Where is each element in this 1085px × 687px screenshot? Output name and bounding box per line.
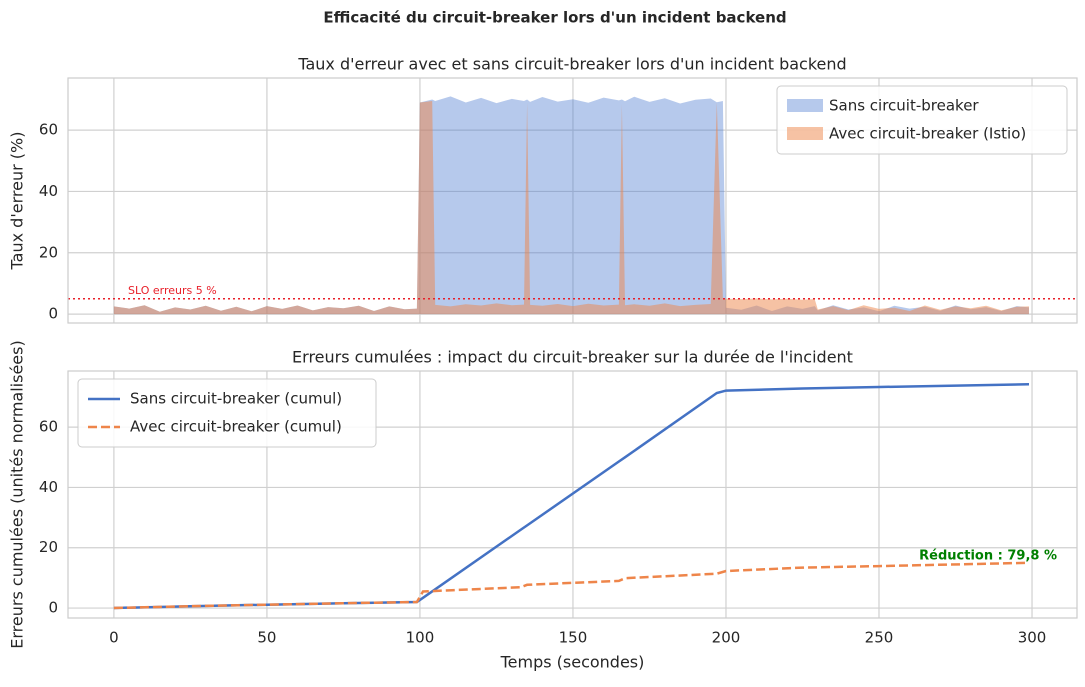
slo-label: SLO erreurs 5 % bbox=[128, 284, 217, 297]
legend: Sans circuit-breaker Avec circuit-breaker… bbox=[776, 85, 1068, 155]
x-tick-label: 100 bbox=[406, 629, 435, 647]
legend-label: Sans circuit-breaker (cumul) bbox=[130, 390, 342, 408]
panel-title: Erreurs cumulées : impact du circuit-bre… bbox=[292, 348, 853, 367]
x-axis-label: Temps (secondes) bbox=[500, 653, 645, 672]
plot-frame bbox=[67, 77, 1078, 324]
y-tick-label: 40 bbox=[39, 182, 58, 200]
y-axis-label: Erreurs cumulées (unités normalisées) bbox=[8, 340, 27, 648]
y-tick-label: 0 bbox=[48, 305, 58, 323]
x-tick-label: 200 bbox=[712, 629, 741, 647]
x-tick-label: 300 bbox=[1018, 629, 1047, 647]
legend: Sans circuit-breaker (cumul) Avec circuit… bbox=[77, 378, 377, 448]
y-tick-label: 20 bbox=[39, 243, 58, 261]
y-tick-label: 40 bbox=[39, 478, 58, 496]
figure-title: Efficacité du circuit-breaker lors d'un … bbox=[323, 9, 786, 27]
legend-swatch bbox=[787, 127, 823, 140]
y-tick-label: 60 bbox=[39, 121, 58, 139]
legend-label: Avec circuit-breaker (cumul) bbox=[130, 418, 342, 436]
y-tick-label: 20 bbox=[39, 538, 58, 556]
line bbox=[113, 561, 1030, 610]
legend-swatch bbox=[787, 99, 823, 112]
line bbox=[113, 383, 1030, 610]
legend-box bbox=[77, 378, 377, 448]
x-tick-label: 50 bbox=[257, 629, 276, 647]
x-tick-label: 0 bbox=[109, 629, 119, 647]
panel-title: Taux d'erreur avec et sans circuit-break… bbox=[297, 55, 846, 74]
legend-label: Sans circuit-breaker bbox=[829, 97, 979, 115]
y-tick-label: 0 bbox=[48, 599, 58, 617]
annotation: Réduction : 79,8 % bbox=[919, 549, 1057, 564]
x-tick-label: 250 bbox=[865, 629, 894, 647]
legend-box bbox=[776, 85, 1068, 155]
plot-frame bbox=[67, 370, 1078, 619]
x-tick-label: 150 bbox=[559, 629, 588, 647]
y-tick-label: 60 bbox=[39, 418, 58, 436]
y-axis-label: Taux d'erreur (%) bbox=[8, 132, 27, 271]
legend-label: Avec circuit-breaker (Istio) bbox=[829, 125, 1026, 143]
area bbox=[113, 96, 1029, 315]
